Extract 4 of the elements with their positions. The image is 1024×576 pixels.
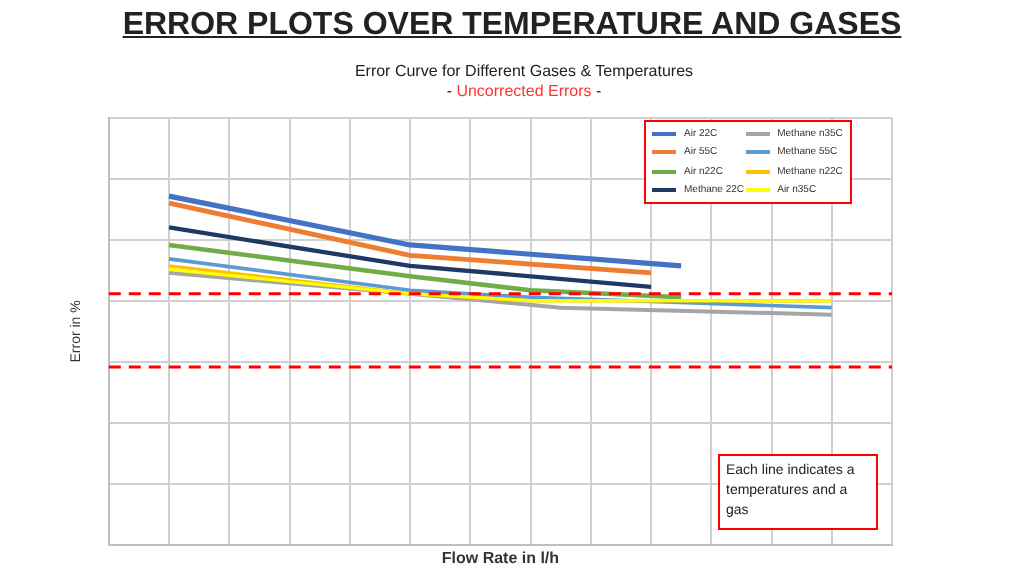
chart-title: ERROR PLOTS OVER TEMPERATURE AND GASES [120, 8, 904, 44]
text: - Uncorrected Errors - [444, 82, 604, 100]
x-axis-title: Flow Rate in l/h [441, 548, 560, 567]
chart-subtitle: Error Curve for Different Gases & Temperatures [352, 62, 696, 80]
